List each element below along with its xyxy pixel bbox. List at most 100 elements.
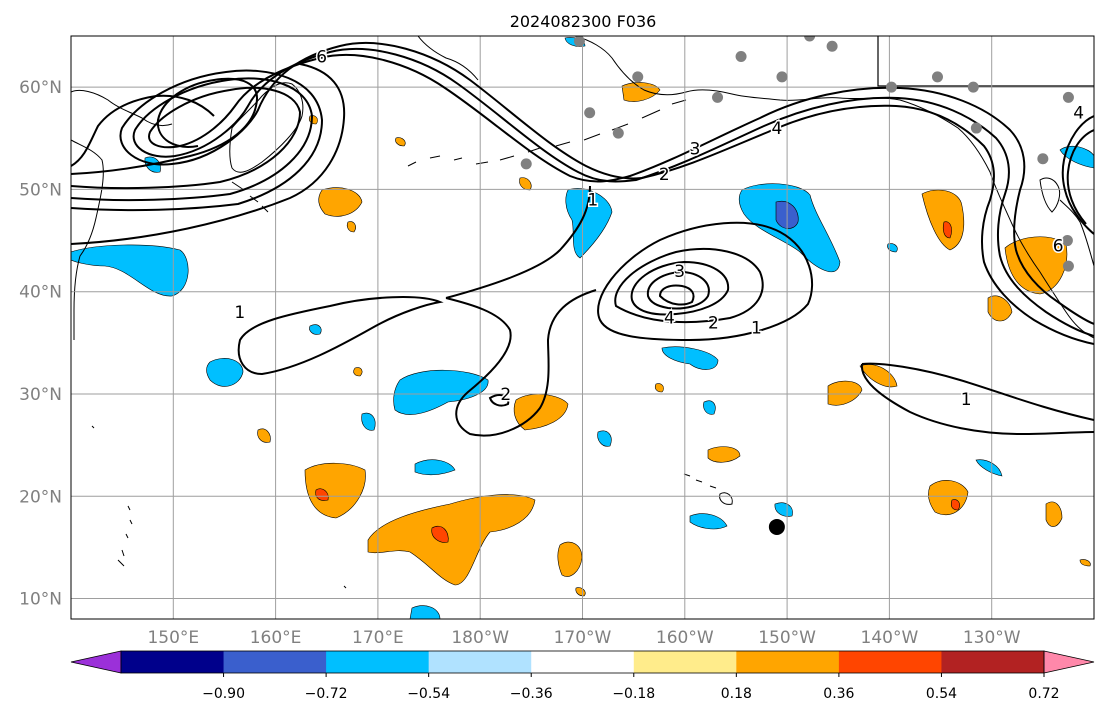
pos-patch bbox=[827, 380, 863, 406]
pos-patch bbox=[859, 364, 898, 388]
station-dot bbox=[712, 91, 724, 103]
station-dot bbox=[970, 122, 982, 134]
neg-patch bbox=[565, 188, 613, 259]
contour-band bbox=[71, 48, 1094, 337]
neg-patch bbox=[703, 400, 716, 415]
map-frame bbox=[70, 35, 1095, 620]
pos-patch bbox=[346, 221, 356, 233]
station-dot bbox=[1061, 235, 1073, 247]
pos-patch-core bbox=[942, 221, 952, 239]
colorbar-tick-label: 0.36 bbox=[823, 686, 854, 702]
contour-band bbox=[71, 63, 1094, 245]
pos-patch bbox=[367, 494, 536, 586]
colorbar-tick-label: −0.90 bbox=[202, 686, 245, 702]
pacific-islets bbox=[91, 425, 347, 589]
alaska-coast bbox=[417, 36, 901, 101]
colorbar-extend-high bbox=[1043, 650, 1095, 674]
colorbar-tick-label: −0.36 bbox=[510, 686, 553, 702]
pos-patch bbox=[1045, 501, 1063, 527]
contour-cutoff-low-5 bbox=[658, 284, 695, 306]
neg-patch bbox=[414, 459, 456, 476]
lon-tick-label: 150°W bbox=[758, 628, 816, 648]
colorbar-tick-label: 0.18 bbox=[721, 686, 752, 702]
contour-cutoff-low-4 bbox=[646, 270, 710, 310]
station-dot bbox=[826, 40, 838, 52]
colorbar-tick-label: −0.72 bbox=[305, 686, 348, 702]
latitude-tick-labels: 10°N 20°N 30°N 40°N 50°N 60°N bbox=[19, 78, 62, 609]
contour-band bbox=[71, 94, 1094, 235]
station-dot bbox=[1037, 153, 1049, 165]
pos-patch bbox=[557, 541, 583, 577]
pos-patch bbox=[654, 383, 664, 393]
gulf-of-alaska-coast bbox=[899, 99, 1094, 339]
contour-label: 2 bbox=[500, 385, 511, 405]
canada-boundary bbox=[877, 36, 1094, 87]
station-dot bbox=[520, 158, 532, 170]
neg-patch bbox=[71, 244, 189, 297]
lon-tick-label: 150°E bbox=[147, 628, 199, 648]
neg-patch bbox=[774, 502, 793, 517]
lon-tick-label: 140°W bbox=[861, 628, 919, 648]
colorbar: −0.90 −0.72 −0.54 −0.36 −0.18 0.18 0.36 0.54 0.7… bbox=[70, 650, 1095, 702]
station-dot bbox=[804, 36, 816, 42]
neg-patch bbox=[1059, 145, 1094, 169]
lon-tick-label: 160°W bbox=[656, 628, 714, 648]
contour-label: 4 bbox=[664, 308, 675, 328]
colorbar-tick-label: −0.54 bbox=[407, 686, 450, 702]
pos-patch bbox=[707, 446, 741, 463]
neg-patch bbox=[309, 324, 322, 335]
contour-lines bbox=[71, 42, 1094, 437]
pos-patch bbox=[1079, 559, 1091, 567]
contour-label: 2 bbox=[659, 165, 670, 185]
contour-label: 1 bbox=[587, 191, 598, 211]
contour-label: 1 bbox=[961, 390, 972, 410]
neg-patch bbox=[689, 513, 728, 530]
station-dot bbox=[632, 71, 644, 83]
contour-cutoff-low-1 bbox=[597, 221, 814, 342]
station-dot bbox=[931, 71, 943, 83]
hawaii-islands bbox=[683, 473, 733, 505]
lat-tick-label: 30°N bbox=[19, 385, 62, 405]
pos-patch-core bbox=[431, 525, 449, 543]
station-dot bbox=[735, 50, 747, 62]
lon-tick-label: 160°E bbox=[250, 628, 302, 648]
neg-patch bbox=[393, 369, 489, 415]
station-dot bbox=[1062, 91, 1074, 103]
neg-patch bbox=[361, 412, 376, 431]
station-dot bbox=[776, 71, 788, 83]
contour-band bbox=[71, 54, 1094, 325]
neg-patch bbox=[887, 243, 898, 253]
aleutian-chain bbox=[407, 99, 687, 167]
pos-patch bbox=[395, 137, 406, 147]
colorbar-segment bbox=[633, 651, 737, 673]
colorbar-segment bbox=[838, 651, 942, 673]
contour-1 bbox=[237, 296, 444, 376]
lon-tick-label: 170°E bbox=[352, 628, 404, 648]
lon-tick-label: 130°W bbox=[963, 628, 1021, 648]
colorbar-tick-label: −0.18 bbox=[612, 686, 655, 702]
neg-patch bbox=[409, 605, 441, 619]
pos-patch bbox=[257, 428, 271, 443]
lon-tick-label: 180°W bbox=[451, 628, 509, 648]
contour-label: 1 bbox=[234, 303, 245, 323]
colorbar-segment bbox=[736, 651, 840, 673]
contour-cutoff-low-3 bbox=[630, 260, 730, 316]
kamchatka-coast bbox=[229, 82, 304, 173]
contour-label: 2 bbox=[708, 313, 719, 333]
lat-tick-label: 60°N bbox=[19, 78, 62, 98]
neg-patch bbox=[597, 430, 612, 447]
pos-patch bbox=[519, 177, 532, 191]
lat-tick-label: 50°N bbox=[19, 180, 62, 200]
station-dot bbox=[573, 36, 585, 47]
contour-label: 1 bbox=[751, 319, 762, 339]
neg-patch bbox=[975, 459, 1003, 477]
colorbar-segment bbox=[326, 651, 430, 673]
lon-tick-label: 170°W bbox=[554, 628, 612, 648]
contour-1-east bbox=[860, 362, 1094, 436]
colorbar-segment bbox=[531, 651, 635, 673]
lat-tick-label: 20°N bbox=[19, 487, 62, 507]
lat-tick-label: 10°N bbox=[19, 590, 62, 610]
contour-label: 6 bbox=[1053, 237, 1064, 257]
